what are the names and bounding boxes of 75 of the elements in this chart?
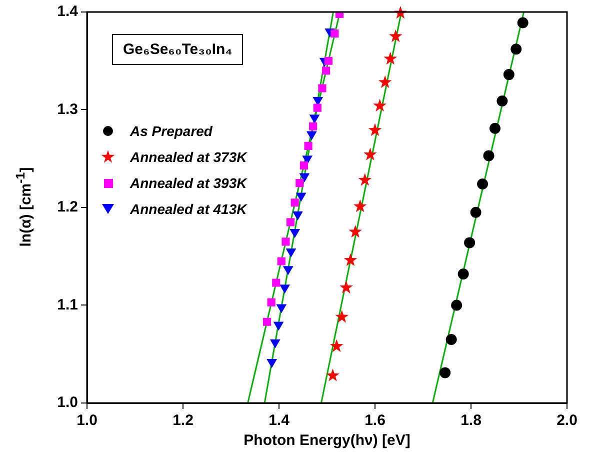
point xyxy=(517,17,528,28)
x-tick-label: 1.6 xyxy=(364,412,386,430)
point xyxy=(368,123,382,136)
point xyxy=(267,298,276,306)
x-tick-label: 1.4 xyxy=(268,412,290,430)
point xyxy=(388,29,402,42)
y-tick-label: 1.3 xyxy=(57,100,78,118)
point xyxy=(330,29,339,38)
x-tick-label: 1.8 xyxy=(460,412,482,430)
point xyxy=(330,339,344,352)
point xyxy=(309,122,318,130)
point xyxy=(272,278,280,287)
y-tick-label: 1.0 xyxy=(57,394,78,412)
point xyxy=(353,200,367,212)
point xyxy=(324,56,332,65)
point xyxy=(470,206,482,218)
x-axis-title: Photon Energy(hν) [eV] xyxy=(244,432,410,449)
legend-label: Annealed at 373K xyxy=(130,149,247,165)
point xyxy=(277,257,286,266)
legend-label: Annealed at 393K xyxy=(130,175,247,191)
point xyxy=(276,304,286,313)
point xyxy=(302,156,312,164)
point xyxy=(483,150,494,162)
point xyxy=(335,310,349,323)
x-tick-label: 1.0 xyxy=(76,412,98,430)
point xyxy=(384,52,398,65)
point xyxy=(304,142,312,150)
legend-label: Annealed at 413K xyxy=(130,201,247,217)
point xyxy=(464,237,476,248)
point xyxy=(496,95,508,106)
point xyxy=(290,228,300,238)
point xyxy=(274,322,284,330)
x-tick-label: 2.0 xyxy=(556,412,578,430)
point xyxy=(262,318,272,326)
point xyxy=(286,218,295,226)
point xyxy=(290,198,299,207)
point xyxy=(344,253,358,266)
point xyxy=(283,266,293,275)
point xyxy=(378,75,392,88)
point xyxy=(296,192,306,202)
point xyxy=(280,284,290,294)
point xyxy=(292,211,303,220)
point xyxy=(440,367,451,378)
point xyxy=(446,334,457,345)
point xyxy=(373,98,386,112)
point xyxy=(270,339,280,348)
point xyxy=(306,131,316,140)
point xyxy=(296,179,304,188)
point xyxy=(348,224,362,238)
point xyxy=(340,280,353,294)
point xyxy=(451,300,462,311)
point xyxy=(310,114,320,124)
point xyxy=(300,161,308,170)
y-tick-label: 1.1 xyxy=(57,296,78,314)
legend-label: As Prepared xyxy=(130,123,212,139)
y-tick-label: 1.4 xyxy=(57,3,79,20)
point xyxy=(510,44,522,55)
point xyxy=(318,84,326,92)
point xyxy=(503,69,514,80)
point xyxy=(322,66,330,75)
point xyxy=(286,248,296,257)
point xyxy=(477,178,488,190)
point xyxy=(266,358,277,368)
annotation: Ge₆Se₆₀Te₃₀In₄ xyxy=(112,34,244,65)
point xyxy=(490,122,500,134)
point xyxy=(364,148,377,160)
point xyxy=(326,368,340,382)
point xyxy=(300,173,310,182)
point xyxy=(313,104,322,112)
y-tick-label: 1.2 xyxy=(57,198,78,216)
point xyxy=(313,96,323,106)
point xyxy=(282,238,290,246)
point xyxy=(358,173,372,186)
x-tick-label: 1.2 xyxy=(172,412,194,430)
point xyxy=(458,268,469,280)
